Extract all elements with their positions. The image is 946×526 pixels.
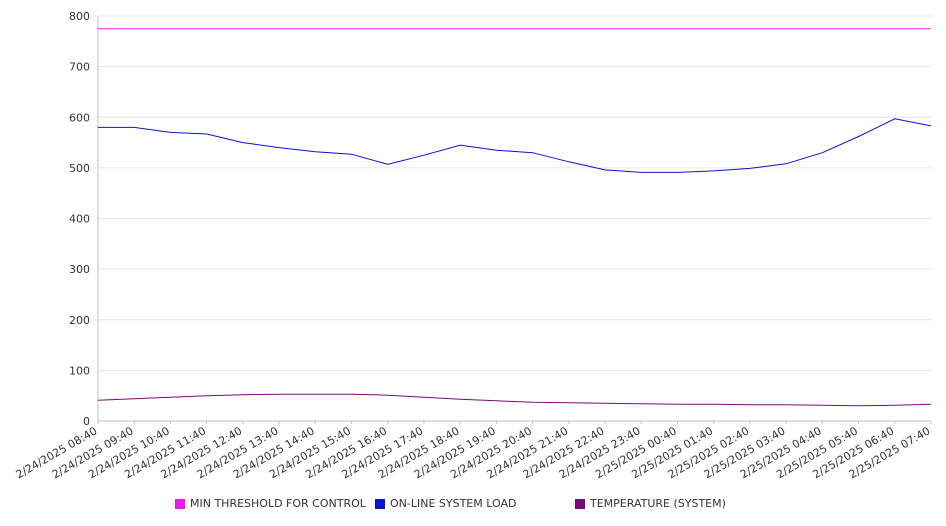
- line-chart: 0 100 200 300 400 500 600 700 800 2/24/2025 08:4…: [14, 10, 933, 481]
- y-tick-label: 300: [69, 263, 90, 276]
- series-lines: [97, 28, 932, 407]
- legend-item-system-load: ON-LINE SYSTEM LOAD: [375, 497, 516, 510]
- series-line-1: [98, 118, 932, 173]
- y-tick-label: 800: [69, 10, 90, 23]
- y-tick-label: 600: [69, 111, 90, 124]
- legend-swatch-temperature: [575, 498, 585, 509]
- x-tick-labels: 2/24/2025 08:402/24/2025 09:402/24/2025 …: [14, 424, 933, 481]
- legend-swatch-min-threshold: [175, 498, 185, 509]
- y-tick-label: 700: [69, 61, 90, 74]
- y-tick-label: 0: [83, 415, 90, 428]
- legend-item-min-threshold: MIN THRESHOLD FOR CONTROL: [175, 497, 366, 510]
- legend-label-min-threshold: MIN THRESHOLD FOR CONTROL: [190, 497, 366, 510]
- grid-lines: [98, 15, 931, 371]
- y-tick-label: 100: [69, 364, 90, 377]
- y-tick-label: 200: [69, 314, 90, 327]
- series-line-2: [97, 393, 932, 407]
- legend-item-temperature: TEMPERATURE (SYSTEM): [575, 497, 726, 510]
- y-tick-label: 400: [69, 213, 90, 226]
- y-tick-labels: 0 100 200 300 400 500 600 700 800: [69, 10, 90, 428]
- axes: [97, 16, 932, 424]
- legend: MIN THRESHOLD FOR CONTROL ON-LINE SYSTEM…: [0, 497, 946, 515]
- legend-label-system-load: ON-LINE SYSTEM LOAD: [390, 497, 517, 510]
- legend-swatch-system-load: [375, 498, 385, 509]
- y-tick-label: 500: [69, 162, 90, 175]
- legend-label-temperature: TEMPERATURE (SYSTEM): [590, 497, 726, 510]
